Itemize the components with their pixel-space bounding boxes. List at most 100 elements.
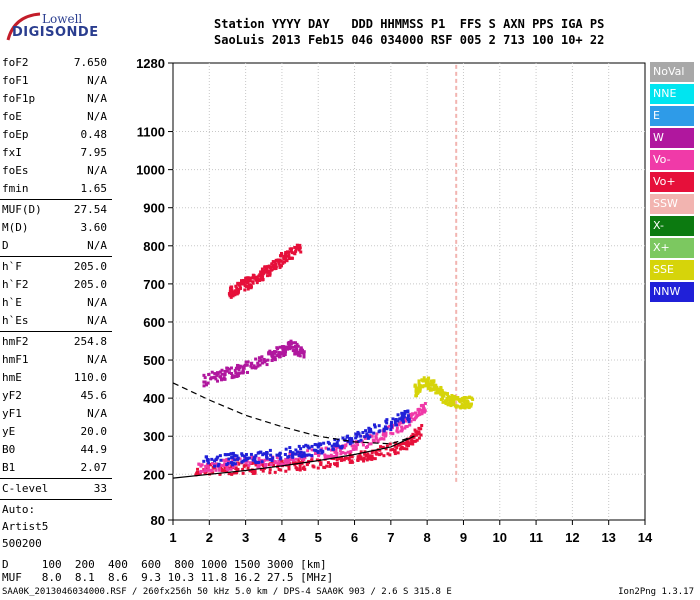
echo-point [326, 454, 330, 458]
x-tick-label: 12 [565, 530, 579, 545]
echo-point [378, 437, 382, 441]
echo-point [304, 443, 308, 447]
echo-point [250, 361, 254, 365]
echo-point [367, 442, 371, 446]
echo-point [399, 446, 403, 450]
param-row: foF2 7.650 [0, 54, 112, 72]
echo-point [451, 399, 455, 403]
echo-point [269, 266, 273, 270]
echo-point [232, 465, 236, 469]
echo-point [289, 256, 293, 260]
echo-point [433, 386, 437, 390]
echo-point [370, 454, 374, 458]
echo-point [418, 412, 422, 416]
echo-point [264, 452, 268, 456]
header-value-ps: 22 [589, 33, 605, 47]
echo-point [415, 438, 419, 442]
echo-point [235, 471, 239, 475]
echo-point [202, 373, 206, 377]
param-value: 2.07 [80, 461, 108, 474]
footer-d-unit: [km] [300, 558, 327, 571]
param-value: 110.0 [73, 371, 107, 384]
echo-point [389, 423, 393, 427]
echo-point [391, 417, 395, 421]
echo-point [421, 379, 425, 383]
echo-point [259, 271, 263, 275]
echo-point [236, 467, 240, 471]
echo-point [303, 456, 307, 460]
echo-point [214, 377, 218, 381]
echo-point [278, 457, 282, 461]
echo-point [335, 451, 339, 455]
echo-point [405, 443, 409, 447]
y-tick-label: 200 [143, 467, 165, 482]
header-label-pps: PPS [532, 17, 554, 31]
echo-point [234, 371, 238, 375]
echo-point [452, 394, 456, 398]
echo-point [448, 399, 452, 403]
echo-point [454, 397, 458, 401]
echo-point [417, 381, 421, 385]
echo-point [463, 396, 467, 400]
echo-point [358, 453, 362, 457]
echo-point [342, 446, 346, 450]
echo-point [355, 434, 359, 438]
echo-point [281, 352, 285, 356]
x-tick-label: 13 [601, 530, 615, 545]
param-row: h`F2 205.0 [0, 276, 112, 294]
echo-point [279, 351, 283, 355]
echo-point [264, 465, 268, 469]
echo-point [230, 288, 234, 292]
header-value-ffs: 005 [459, 33, 482, 47]
echo-point [288, 453, 292, 457]
echo-point [388, 424, 392, 428]
echo-point [367, 430, 371, 434]
echo-point [296, 458, 300, 462]
footer-d-value: 1000 [200, 558, 228, 571]
echo-point [340, 456, 344, 460]
echo-point [316, 466, 320, 470]
echo-point [440, 397, 444, 401]
echo-point [324, 446, 328, 450]
echo-point [225, 369, 229, 373]
echo-point [270, 459, 274, 463]
echo-point [468, 396, 472, 400]
echo-point [242, 454, 246, 458]
echo-point [273, 470, 277, 474]
echo-point [219, 458, 223, 462]
header-value-doy: 046 [351, 33, 373, 47]
legend-item-vo-: Vo- [650, 150, 694, 170]
echo-point [261, 453, 265, 457]
echo-point [396, 451, 400, 455]
echo-point [251, 276, 255, 280]
echo-point [196, 467, 200, 471]
echo-point [354, 436, 358, 440]
echo-point [230, 285, 234, 289]
footer-muf-value: 8.0 [41, 571, 62, 584]
echo-point [246, 287, 250, 291]
echo-point [265, 270, 269, 274]
param-name: M(D) [2, 221, 29, 234]
echo-point [251, 281, 255, 285]
param-separator [0, 331, 112, 332]
echo-point [279, 459, 283, 463]
echo-point [396, 413, 400, 417]
echo-point [258, 363, 262, 367]
echo-point [412, 435, 416, 439]
echo-point [395, 446, 399, 450]
echo-point [257, 359, 261, 363]
echo-point [423, 402, 427, 406]
echo-point [216, 379, 220, 383]
echo-point [393, 444, 397, 448]
echo-point [235, 291, 239, 295]
echo-point [270, 262, 274, 266]
echo-point [268, 457, 272, 461]
echo-point [439, 386, 443, 390]
echo-point [391, 448, 395, 452]
echo-point [278, 254, 282, 258]
footer-d-value: 600 [141, 558, 161, 571]
echo-point [291, 455, 295, 459]
echo-point [264, 462, 268, 466]
echo-point [393, 452, 397, 456]
